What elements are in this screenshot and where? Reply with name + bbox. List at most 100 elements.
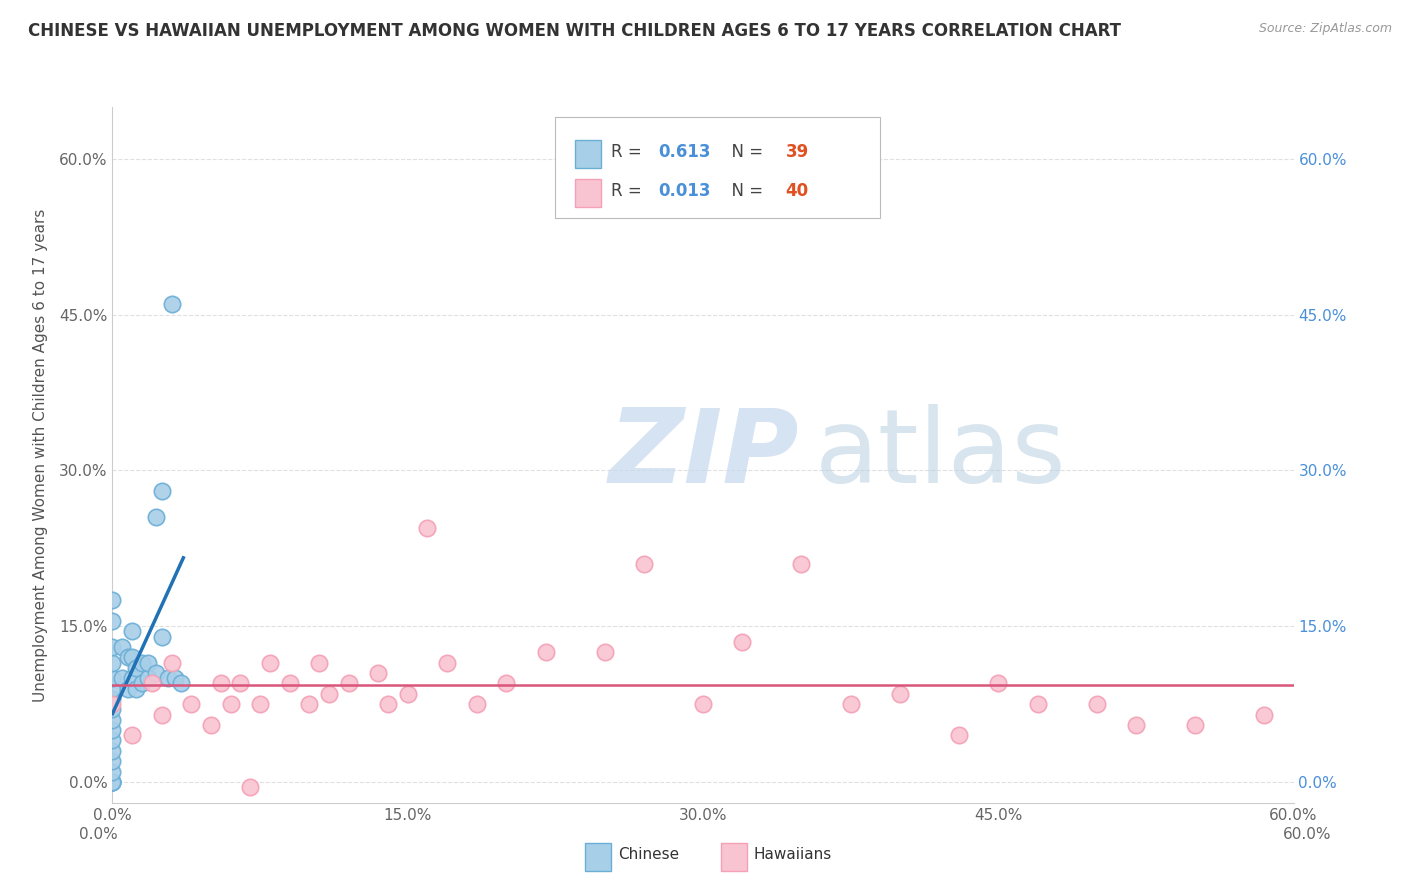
Point — [987, 676, 1010, 690]
Text: 0.013: 0.013 — [658, 182, 710, 200]
Point — [534, 645, 557, 659]
Point — [101, 697, 124, 711]
Point — [150, 630, 173, 644]
Point — [948, 728, 970, 742]
Point — [101, 775, 124, 789]
Point — [259, 656, 281, 670]
Point — [101, 775, 124, 789]
Point — [249, 697, 271, 711]
Point — [416, 520, 439, 534]
Point — [121, 624, 143, 639]
Point — [731, 635, 754, 649]
Point — [141, 676, 163, 690]
Point — [101, 671, 124, 685]
Point — [101, 723, 124, 738]
Bar — [585, 843, 610, 871]
Point — [160, 656, 183, 670]
Point — [436, 656, 458, 670]
Point — [101, 702, 124, 716]
Point — [839, 697, 862, 711]
Y-axis label: Unemployment Among Women with Children Ages 6 to 17 years: Unemployment Among Women with Children A… — [32, 208, 48, 702]
Point — [318, 687, 340, 701]
Text: 39: 39 — [786, 144, 808, 161]
FancyBboxPatch shape — [555, 118, 880, 219]
Point — [111, 640, 134, 654]
Point — [209, 676, 232, 690]
Point — [101, 764, 124, 779]
Point — [229, 676, 252, 690]
Point — [377, 697, 399, 711]
Text: 0.0%: 0.0% — [79, 827, 118, 841]
Text: R =: R = — [610, 182, 647, 200]
Point — [145, 665, 167, 680]
Point — [131, 676, 153, 690]
Point — [180, 697, 202, 711]
Point — [117, 650, 139, 665]
Point — [121, 650, 143, 665]
Point — [170, 676, 193, 690]
Point — [101, 754, 124, 768]
Point — [308, 656, 330, 670]
Point — [125, 661, 148, 675]
Point — [1253, 707, 1275, 722]
Point — [1026, 697, 1049, 711]
Point — [101, 775, 124, 789]
Point — [1184, 718, 1206, 732]
Point — [156, 671, 179, 685]
Text: Hawaiians: Hawaiians — [754, 847, 832, 863]
Point — [101, 692, 124, 706]
Point — [131, 656, 153, 670]
Point — [125, 681, 148, 696]
Point — [495, 676, 517, 690]
Text: Source: ZipAtlas.com: Source: ZipAtlas.com — [1258, 22, 1392, 36]
Point — [200, 718, 222, 732]
Point — [633, 557, 655, 571]
Text: ZIP: ZIP — [609, 404, 799, 506]
Point — [101, 775, 124, 789]
Point — [298, 697, 321, 711]
Point — [121, 671, 143, 685]
Point — [160, 297, 183, 311]
Point — [117, 681, 139, 696]
Point — [219, 697, 242, 711]
Bar — [721, 843, 747, 871]
Point — [101, 744, 124, 758]
Point — [136, 656, 159, 670]
Point — [101, 713, 124, 727]
Point — [101, 656, 124, 670]
Bar — [575, 178, 602, 207]
Point — [1125, 718, 1147, 732]
Point — [101, 681, 124, 696]
Text: R =: R = — [610, 144, 647, 161]
Text: atlas: atlas — [815, 404, 1067, 506]
Point — [111, 671, 134, 685]
Text: 60.0%: 60.0% — [1284, 827, 1331, 841]
Text: 40: 40 — [786, 182, 808, 200]
Point — [101, 640, 124, 654]
Point — [101, 593, 124, 607]
Point — [101, 733, 124, 747]
Text: Chinese: Chinese — [619, 847, 679, 863]
Point — [692, 697, 714, 711]
Point — [1085, 697, 1108, 711]
Point — [150, 484, 173, 499]
Point — [790, 557, 813, 571]
Point — [121, 728, 143, 742]
Point — [278, 676, 301, 690]
Point — [593, 645, 616, 659]
Point — [367, 665, 389, 680]
Text: N =: N = — [721, 144, 768, 161]
Point — [889, 687, 911, 701]
Point — [145, 510, 167, 524]
Point — [150, 707, 173, 722]
Point — [337, 676, 360, 690]
Text: 0.613: 0.613 — [658, 144, 710, 161]
Point — [465, 697, 488, 711]
Text: CHINESE VS HAWAIIAN UNEMPLOYMENT AMONG WOMEN WITH CHILDREN AGES 6 TO 17 YEARS CO: CHINESE VS HAWAIIAN UNEMPLOYMENT AMONG W… — [28, 22, 1121, 40]
Point — [136, 671, 159, 685]
Point — [239, 780, 262, 795]
Text: N =: N = — [721, 182, 768, 200]
Bar — [575, 140, 602, 169]
Point — [165, 671, 187, 685]
Point — [396, 687, 419, 701]
